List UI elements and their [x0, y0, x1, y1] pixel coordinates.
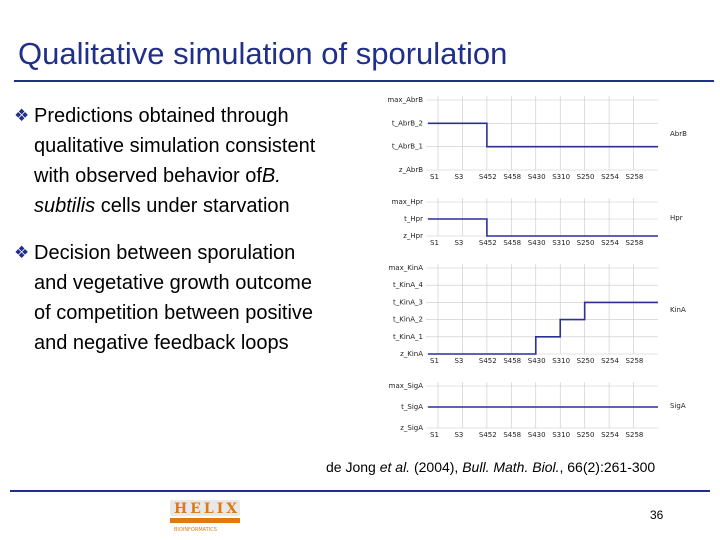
state-trace [428, 122, 658, 148]
species-name: subtilis [34, 195, 96, 217]
state-label: S250 [577, 431, 595, 439]
state-label: S258 [626, 173, 644, 181]
state-label: S452 [479, 357, 497, 365]
level-label: max_AbrB [387, 96, 423, 104]
citation-volume: , 66(2):261-300 [559, 459, 656, 475]
bullet-predictions: ❖ Predictions obtained through qualitati… [14, 101, 386, 221]
state-label: S452 [479, 173, 497, 181]
state-label: S310 [552, 239, 570, 247]
state-label: S1 [430, 357, 439, 365]
citation-journal: Bull. Math. Biol. [462, 459, 560, 475]
simulation-plots: max_AbrB t_AbrB_2 t_AbrB_1 z_AbrB S1 S3 S452 S4… [387, 96, 687, 439]
bullet-line: Predictions obtained through [34, 105, 289, 127]
level-label: t_KinA_1 [393, 333, 423, 341]
state-label: S3 [454, 239, 463, 247]
state-label: S1 [430, 431, 439, 439]
state-trace [428, 218, 658, 237]
bullet-text: with observed behavior of [34, 165, 262, 187]
level-label: max_Hpr [392, 198, 423, 206]
state-label: S254 [601, 239, 619, 247]
state-label: S458 [503, 357, 521, 365]
bullet-line: Decision between sporulation [34, 242, 296, 264]
state-label: S250 [577, 173, 595, 181]
logo-bar [170, 518, 240, 523]
level-label: t_AbrB_1 [392, 143, 423, 151]
state-trace [428, 301, 658, 355]
state-label: S452 [479, 431, 497, 439]
bullet-line: with observed behavior ofB. [14, 161, 386, 191]
state-label: S1 [430, 173, 439, 181]
page-number: 36 [650, 508, 664, 522]
diamond-bullet-icon: ❖ [14, 243, 30, 262]
citation-authors: de Jong [326, 459, 380, 475]
state-label: S458 [503, 431, 521, 439]
state-label: S3 [454, 431, 463, 439]
state-label: S458 [503, 173, 521, 181]
citation: de Jong et al. (2004), Bull. Math. Biol.… [326, 459, 655, 475]
level-label: t_AbrB_2 [392, 119, 423, 127]
state-label: S430 [528, 173, 546, 181]
variable-label: KinA [670, 306, 686, 314]
footer-divider [10, 490, 710, 492]
level-label: max_KinA [388, 264, 423, 272]
state-label: S254 [601, 431, 619, 439]
variable-label: AbrB [670, 130, 687, 138]
level-label: z_SigA [400, 424, 423, 432]
state-label: S254 [601, 357, 619, 365]
state-label: S452 [479, 239, 497, 247]
bullet-line: qualitative simulation consistent [34, 135, 316, 157]
level-label: t_SigA [401, 403, 423, 411]
state-label: S254 [601, 173, 619, 181]
state-label: S3 [454, 173, 463, 181]
bullet-line: subtilis cells under starvation [14, 191, 386, 221]
bullet-line: of competition between positive [34, 302, 314, 324]
state-label: S1 [430, 239, 439, 247]
bullet-decision: ❖ Decision between sporulation and veget… [14, 238, 386, 358]
title-divider [14, 80, 714, 82]
species-genus: B. [261, 165, 281, 187]
level-label: t_Hpr [404, 215, 423, 223]
helix-logo: HELIX BIOINFORMATICS [170, 500, 240, 533]
level-label: z_Hpr [403, 232, 423, 240]
state-label: S310 [552, 173, 570, 181]
state-label: S258 [626, 239, 644, 247]
state-label: S310 [552, 357, 570, 365]
level-label: max_SigA [389, 382, 424, 390]
slide-title: Qualitative simulation of sporulation [18, 36, 508, 71]
bullet-text: cells under starvation [95, 195, 290, 217]
state-label: S430 [528, 239, 546, 247]
diamond-bullet-icon: ❖ [14, 106, 30, 125]
state-label: S430 [528, 431, 546, 439]
logo-subtext: BIOINFORMATICS [174, 527, 217, 533]
citation-year: (2004), [410, 459, 463, 475]
state-label: S250 [577, 239, 595, 247]
citation-etal: et al. [379, 459, 411, 475]
level-label: z_AbrB [399, 166, 423, 174]
variable-label: SigA [670, 402, 686, 410]
bullet-line: and negative feedback loops [34, 332, 289, 354]
state-label: S430 [528, 357, 546, 365]
state-label: S258 [626, 431, 644, 439]
logo-backdrop [170, 500, 240, 516]
state-label: S258 [626, 357, 644, 365]
logo-text: HELIX [174, 501, 240, 517]
state-label: S310 [552, 431, 570, 439]
variable-label: Hpr [670, 214, 683, 222]
bullet-line: and vegetative growth outcome [34, 272, 312, 294]
state-label: S250 [577, 357, 595, 365]
level-label: t_KinA_2 [393, 316, 423, 324]
state-label: S3 [454, 357, 463, 365]
state-label: S458 [503, 239, 521, 247]
level-label: z_KinA [400, 350, 423, 358]
level-label: t_KinA_4 [393, 281, 424, 289]
level-label: t_KinA_3 [393, 298, 423, 306]
